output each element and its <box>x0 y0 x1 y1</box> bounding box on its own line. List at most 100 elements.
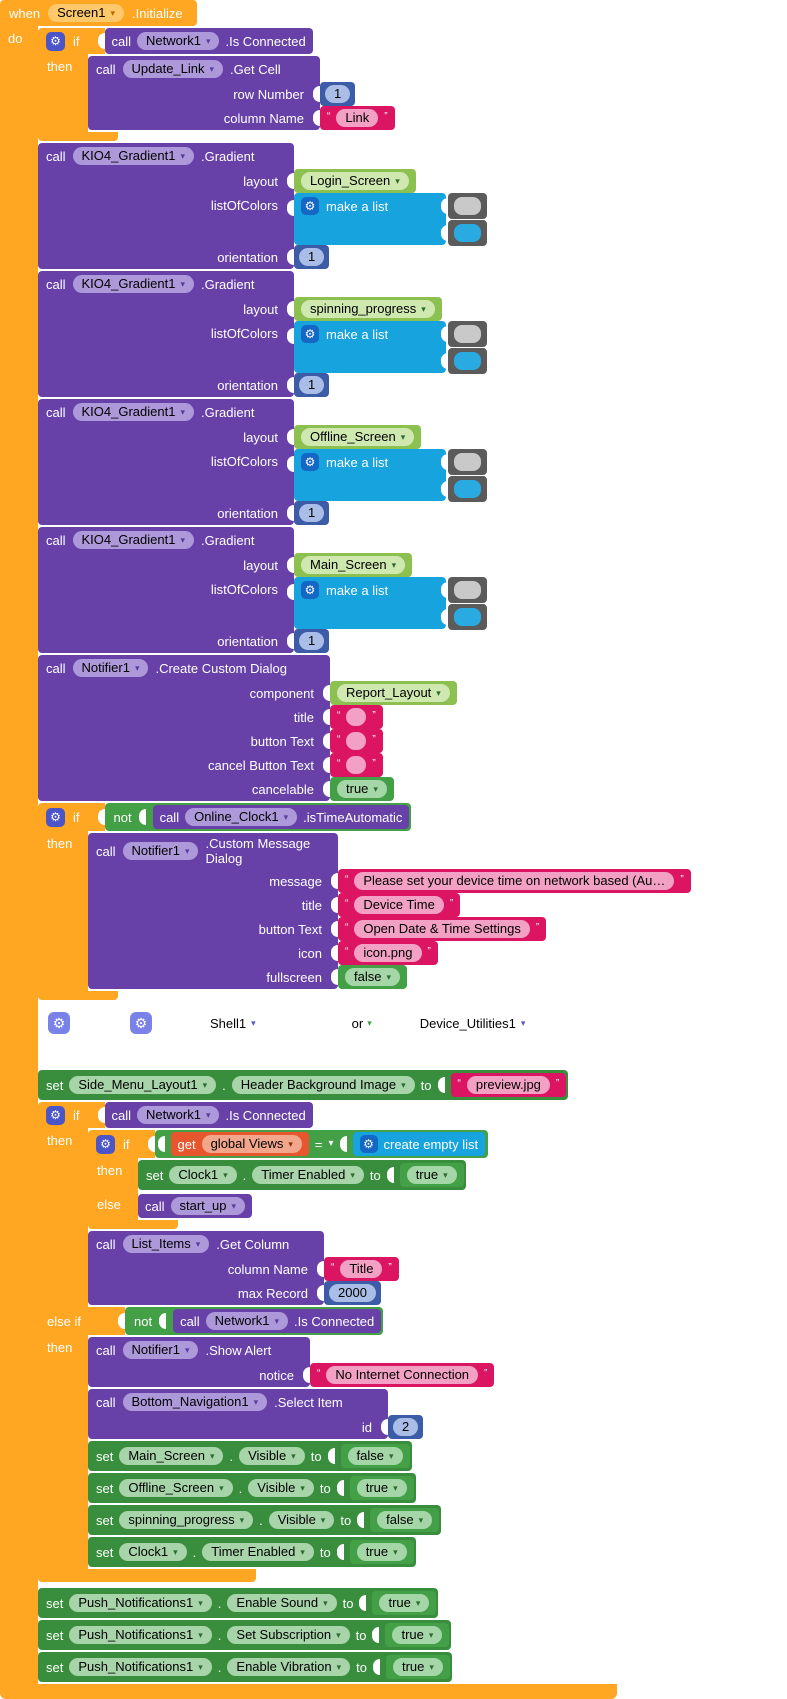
text-block[interactable] <box>330 729 383 753</box>
component-dropdown[interactable]: KIO4_Gradient1 <box>72 275 194 293</box>
component-block[interactable]: spinning_progress <box>294 297 442 321</box>
component-dropdown[interactable]: List_Items <box>122 1235 210 1253</box>
component-dropdown[interactable]: spinning_progress <box>119 1511 254 1529</box>
text-field[interactable]: Title <box>340 1260 383 1278</box>
text-block[interactable]: preview.jpg <box>450 1073 567 1097</box>
call-notifier-create-custom-dialog-block[interactable]: call Notifier1 .Create Custom Dialog com… <box>38 655 457 801</box>
component-dropdown[interactable]: Main_Screen <box>119 1447 224 1465</box>
text-field[interactable]: Device Time <box>354 896 444 914</box>
call-list-items-get-column-block[interactable]: call List_Items .Get Column column Name … <box>88 1231 399 1305</box>
number-block[interactable]: 1 <box>294 629 330 653</box>
set-push-set-subscription-block[interactable]: set Push_Notifications1 . Set Subscripti… <box>38 1620 452 1650</box>
number-block[interactable]: 2 <box>388 1415 424 1439</box>
component-dropdown[interactable]: Clock1 <box>119 1543 187 1561</box>
not-block[interactable]: not call Network1 .Is Connected <box>125 1307 384 1335</box>
make-a-list-block[interactable]: make a list <box>294 321 487 374</box>
get-global-views-block[interactable]: get global Views <box>170 1132 309 1156</box>
orphan-device-utilities-label[interactable]: Device_Utilities1 <box>419 1015 516 1031</box>
layout-dropdown[interactable]: Main_Screen <box>301 556 406 574</box>
color-block[interactable] <box>448 348 487 374</box>
text-block[interactable]: Open Date & Time Settings <box>338 917 547 941</box>
component-dropdown[interactable]: KIO4_Gradient1 <box>72 147 194 165</box>
logic-dropdown[interactable]: false <box>345 968 400 986</box>
equals-block[interactable]: get global Views = create empty list <box>154 1130 489 1158</box>
logic-block[interactable]: false <box>370 1508 440 1532</box>
call-bottom-navigation-select-item-block[interactable]: call Bottom_Navigation1 .Select Item id … <box>88 1389 424 1439</box>
text-field[interactable] <box>346 708 367 726</box>
logic-block[interactable]: true <box>385 1655 450 1679</box>
property-dropdown[interactable]: Enable Sound <box>227 1594 337 1612</box>
text-block[interactable]: icon.png <box>338 941 438 965</box>
component-dropdown[interactable]: Notifier1 <box>72 659 149 677</box>
component-dropdown[interactable]: Push_Notifications1 <box>69 1594 212 1612</box>
mutator-gear-icon[interactable] <box>48 1012 70 1034</box>
text-field[interactable]: No Internet Connection <box>326 1366 479 1384</box>
number-block[interactable]: 1 <box>294 373 330 397</box>
call-gradient-main-screen-block[interactable]: call KIO4_Gradient1 .Gradient layout Mai… <box>38 527 490 653</box>
call-online-clock-istimeautomatic-block[interactable]: call Online_Clock1 .isTimeAutomatic <box>152 805 410 829</box>
make-a-list-block[interactable]: make a list <box>294 193 487 246</box>
number-field[interactable]: 2000 <box>329 1284 376 1302</box>
component-dropdown[interactable]: Network1 <box>205 1312 289 1330</box>
logic-block[interactable]: true <box>399 1163 464 1187</box>
color-swatch[interactable] <box>454 224 481 242</box>
text-field[interactable] <box>346 756 367 774</box>
call-gradient-spinning-progress-block[interactable]: call KIO4_Gradient1 .Gradient layout spi… <box>38 271 490 397</box>
mutator-gear-icon[interactable] <box>96 1134 115 1154</box>
logic-block[interactable]: true <box>372 1591 437 1615</box>
component-dropdown[interactable]: Update_Link <box>122 60 224 78</box>
if-network-main-block[interactable]: if call Network1 .Is Connected then <box>38 1102 495 1582</box>
text-block[interactable] <box>330 753 383 777</box>
text-block[interactable]: No Internet Connection <box>310 1363 495 1387</box>
number-field[interactable]: 1 <box>299 632 325 650</box>
number-block[interactable]: 2000 <box>324 1281 381 1305</box>
component-dropdown[interactable]: Network1 <box>137 32 220 50</box>
create-empty-list-block[interactable]: create empty list <box>352 1132 486 1156</box>
component-block[interactable]: Main_Screen <box>294 553 413 577</box>
logic-dropdown[interactable]: true <box>392 1658 443 1676</box>
color-swatch[interactable] <box>454 480 481 498</box>
color-swatch[interactable] <box>454 325 481 343</box>
color-swatch[interactable] <box>454 581 481 599</box>
set-push-enable-sound-block[interactable]: set Push_Notifications1 . Enable Sound t… <box>38 1588 439 1618</box>
color-swatch[interactable] <box>454 197 481 215</box>
text-field[interactable]: Link <box>336 109 379 127</box>
layout-dropdown[interactable]: spinning_progress <box>301 300 435 318</box>
call-network-isconnected-block[interactable]: call Network1 .Is Connected <box>173 1309 382 1333</box>
component-dropdown[interactable]: Notifier1 <box>122 1341 199 1359</box>
component-dropdown[interactable]: Online_Clock1 <box>185 808 298 826</box>
call-network-isconnected-block[interactable]: call Network1 .Is Connected <box>104 28 313 54</box>
logic-block[interactable]: false <box>340 1444 410 1468</box>
component-value-dropdown[interactable]: Report_Layout <box>337 684 450 702</box>
mutator-gear-icon[interactable] <box>46 31 65 51</box>
layout-dropdown[interactable]: Offline_Screen <box>301 428 415 446</box>
call-gradient-offline-screen-block[interactable]: call KIO4_Gradient1 .Gradient layout Off… <box>38 399 490 525</box>
logic-block[interactable]: true <box>349 1476 414 1500</box>
component-dropdown[interactable]: Push_Notifications1 <box>69 1658 212 1676</box>
set-side-menu-header-image-block[interactable]: set Side_Menu_Layout1 . Header Backgroun… <box>38 1070 569 1100</box>
call-start-up-block[interactable]: call start_up <box>138 1194 253 1218</box>
mutator-gear-icon[interactable] <box>301 197 319 215</box>
component-block[interactable]: Offline_Screen <box>294 425 422 449</box>
logic-dropdown[interactable]: false <box>347 1447 403 1465</box>
logic-dropdown[interactable]: false <box>377 1511 433 1529</box>
make-a-list-block[interactable]: make a list <box>294 577 487 630</box>
mutator-gear-icon[interactable] <box>301 325 319 343</box>
text-field[interactable] <box>346 732 367 750</box>
property-dropdown[interactable]: Visible <box>268 1511 335 1529</box>
logic-dropdown[interactable]: true <box>337 780 387 798</box>
set-offline-screen-visible-block[interactable]: set Offline_Screen . Visible to true <box>88 1473 416 1503</box>
mutator-gear-icon[interactable] <box>46 807 65 827</box>
text-block[interactable]: Device Time <box>338 893 461 917</box>
component-block[interactable]: Login_Screen <box>294 169 416 193</box>
logic-block[interactable]: true <box>330 777 394 801</box>
text-block[interactable]: Link <box>320 106 395 130</box>
number-block[interactable]: 1 <box>294 501 330 525</box>
set-push-enable-vibration-block[interactable]: set Push_Notifications1 . Enable Vibrati… <box>38 1652 452 1682</box>
mutator-gear-icon[interactable] <box>359 1135 378 1153</box>
variable-dropdown[interactable]: global Views <box>201 1135 302 1153</box>
logic-block[interactable]: true <box>349 1540 414 1564</box>
not-block[interactable]: not call Online_Clock1 .isTimeAutomatic <box>104 803 412 831</box>
if-network-connected-block[interactable]: if call Network1 .Is Connected then <box>38 28 395 141</box>
layout-dropdown[interactable]: Login_Screen <box>301 172 409 190</box>
